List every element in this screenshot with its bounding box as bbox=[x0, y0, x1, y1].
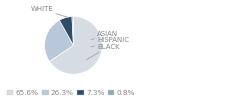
Text: WHITE: WHITE bbox=[30, 6, 68, 17]
Text: HISPANIC: HISPANIC bbox=[91, 38, 129, 47]
Text: ASIAN: ASIAN bbox=[91, 31, 118, 40]
Wedge shape bbox=[72, 16, 73, 45]
Text: BLACK: BLACK bbox=[86, 44, 120, 60]
Wedge shape bbox=[59, 17, 73, 45]
Legend: 65.6%, 26.3%, 7.3%, 0.8%: 65.6%, 26.3%, 7.3%, 0.8% bbox=[6, 89, 136, 96]
Wedge shape bbox=[45, 20, 73, 61]
Wedge shape bbox=[49, 16, 102, 74]
